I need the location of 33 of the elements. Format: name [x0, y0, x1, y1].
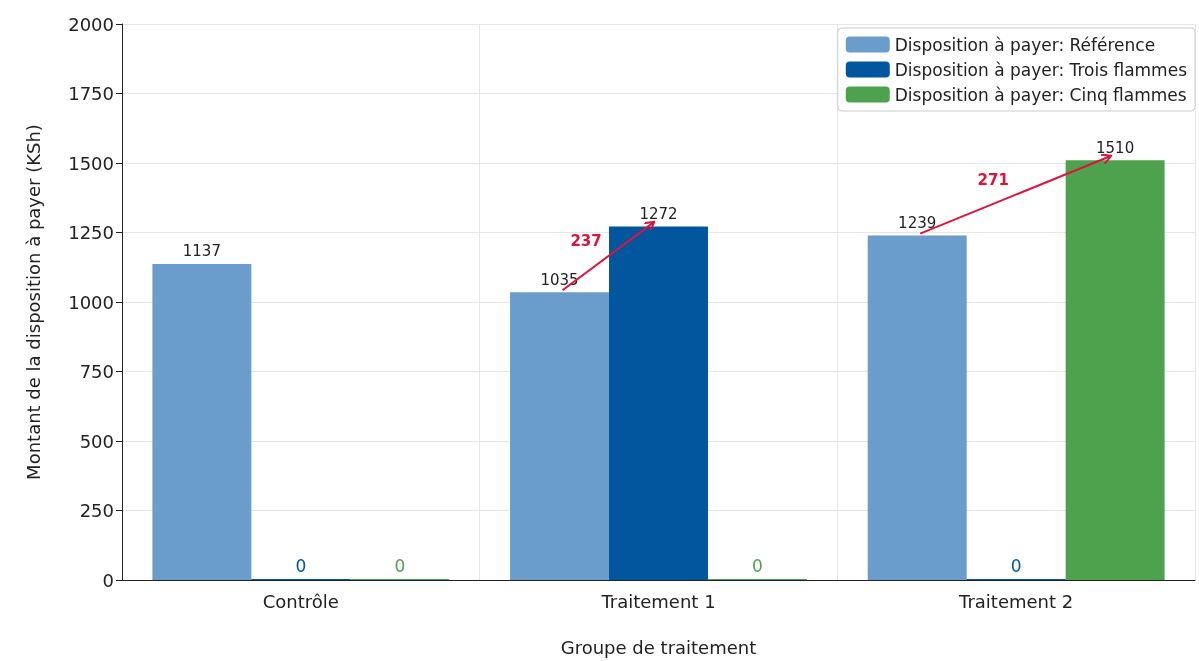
y-tick-label: 1500: [68, 152, 114, 174]
y-tick-label: 1750: [68, 83, 114, 104]
bar: [609, 226, 708, 580]
data-label: 1137: [182, 242, 221, 261]
annotation: 237: [570, 232, 602, 251]
legend-label: Disposition à payer: Cinq flammes: [894, 84, 1187, 105]
y-tick-label: 1250: [68, 222, 114, 243]
data-label: 1272: [639, 204, 678, 223]
y-tick-label: 1000: [68, 291, 114, 313]
y-tick-label: 2000: [68, 13, 114, 35]
data-label: 1035: [540, 270, 579, 289]
bar: [1065, 160, 1165, 580]
legend-label: Disposition à payer: Trois flammes: [894, 59, 1188, 80]
bar: [510, 292, 610, 580]
x-tick-label: Traitement 1: [600, 590, 716, 612]
data-label: 1239: [898, 214, 937, 233]
bar: [152, 263, 252, 580]
y-tick-label: 750: [79, 361, 114, 382]
data-label: 0: [394, 555, 406, 576]
x-tick-label: Traitement 2: [958, 590, 1074, 612]
y-tick-label: 250: [79, 500, 114, 521]
bar: [867, 235, 967, 580]
y-tick-label: 0: [102, 569, 114, 591]
data-label: 1510: [1096, 138, 1135, 157]
data-label: 0: [1010, 555, 1022, 576]
legend-label: Disposition à payer: Référence: [894, 34, 1156, 55]
x-tick-label: Contrôle: [262, 590, 339, 612]
y-axis-title: Montant de la disposition à payer (KSh): [22, 124, 44, 480]
x-axis-title: Groupe de traitement: [560, 636, 757, 658]
data-label: 0: [752, 555, 763, 576]
data-label: 0: [295, 555, 307, 576]
annotation: 271: [977, 170, 1009, 189]
y-tick-label: 500: [79, 430, 114, 452]
